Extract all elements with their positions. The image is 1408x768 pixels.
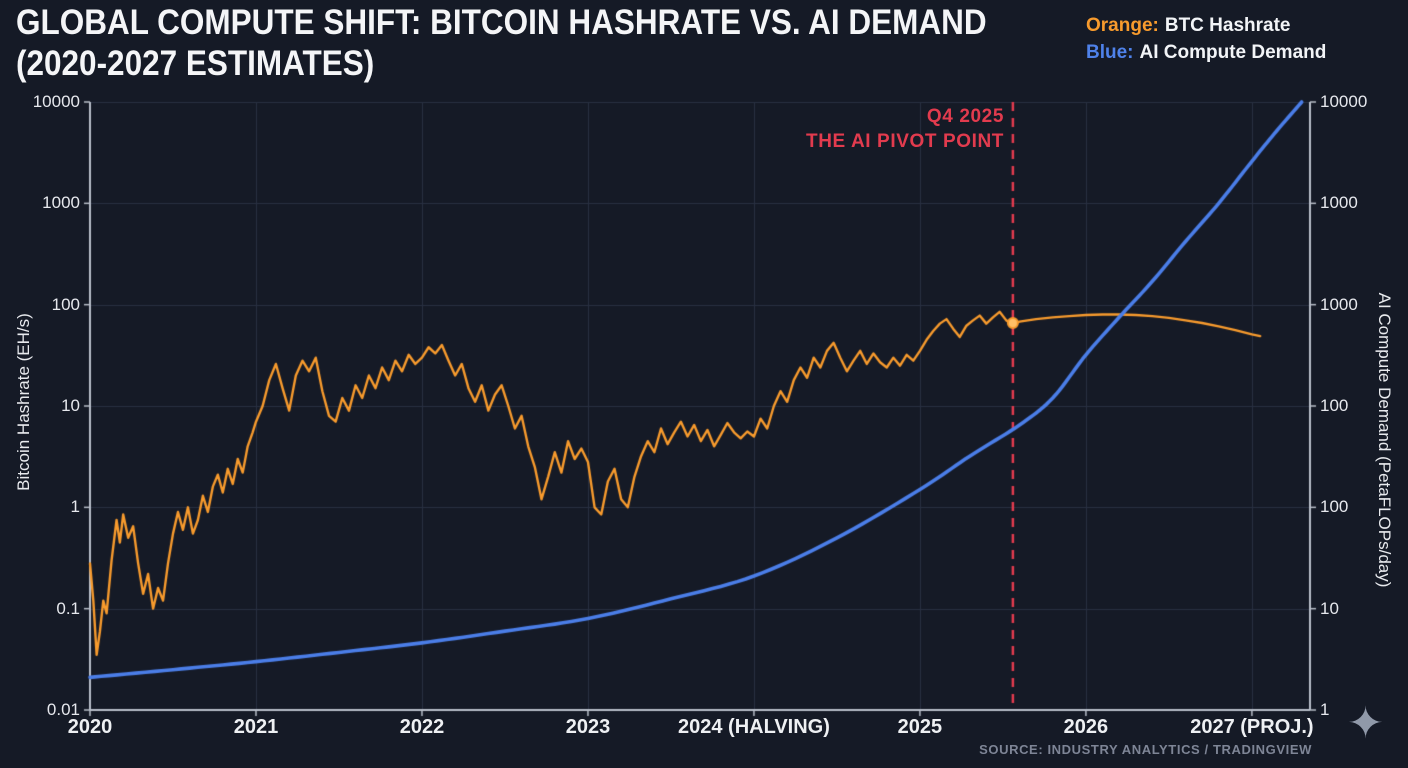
left-axis-tick: 0.1 [56, 598, 80, 618]
left-axis-tick: 10 [61, 396, 80, 415]
x-axis-tick: 2025 [897, 716, 943, 738]
right-axis-tick: 100 [1320, 497, 1349, 517]
right-axis-tick: 10 [1320, 598, 1339, 618]
x-axis-tick: 2024 (HALVING) [677, 716, 830, 738]
right-axis-tick: 1000 [1320, 294, 1358, 314]
sparkle-icon: ✦ [1347, 699, 1384, 748]
x-axis-tick: 2023 [565, 716, 611, 738]
left-axis-tick: 1000 [42, 193, 80, 213]
pivot-annotation-line-1: Q4 2025 [926, 106, 1004, 127]
legend-key-blue: Blue: [1086, 42, 1134, 63]
right-axis-tick: 1 [1320, 700, 1330, 719]
pivot-annotation: Q4 2025 THE AI PIVOT POINT [806, 104, 1004, 154]
left-axis-tick: 100 [51, 294, 80, 314]
pivot-annotation-line-2: THE AI PIVOT POINT [806, 131, 1004, 152]
right-axis-title: AI Compute Demand (PetaFLOPs/day) [1375, 292, 1394, 588]
legend-item-ai-demand: Blue: AI Compute Demand [1086, 39, 1326, 66]
right-axis-tick: 1000 [1320, 193, 1358, 213]
chart-title: GLOBAL COMPUTE SHIFT: BITCOIN HASHRATE V… [16, 2, 987, 84]
left-axis-tick: 0.01 [46, 700, 80, 719]
legend-item-btc-hashrate: Orange: BTC Hashrate [1086, 12, 1326, 39]
chart-title-line-1: GLOBAL COMPUTE SHIFT: BITCOIN HASHRATE V… [16, 3, 987, 42]
legend-key-orange: Orange: [1086, 15, 1159, 36]
x-axis-tick: 2026 [1063, 716, 1109, 738]
chart-title-line-2: (2020-2027 ESTIMATES) [16, 44, 375, 83]
x-axis-tick: 2022 [399, 716, 445, 738]
left-axis-tick: 10000 [32, 92, 80, 111]
source-credit: SOURCE: INDUSTRY ANALYTICS / TRADINGVIEW [979, 742, 1312, 757]
left-axis-tick: 1 [70, 497, 80, 517]
x-axis-tick: 2027 (PROJ.) [1190, 716, 1314, 738]
x-axis-tick: 2021 [233, 716, 279, 738]
x-axis-tick: 2020 [67, 716, 113, 738]
right-axis-tick: 10000 [1320, 92, 1368, 111]
legend: Orange: BTC Hashrate Blue: AI Compute Dema… [1086, 12, 1326, 66]
legend-label-btc: BTC Hashrate [1164, 15, 1291, 36]
legend-label-ai: AI Compute Demand [1139, 42, 1327, 63]
right-axis-tick: 100 [1320, 396, 1349, 415]
